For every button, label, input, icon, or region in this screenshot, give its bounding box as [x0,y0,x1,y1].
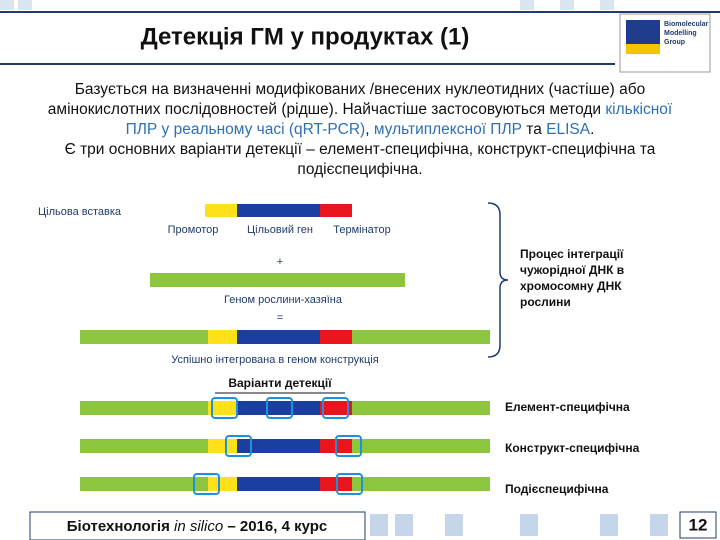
target-gene [237,401,320,415]
highlighted-text: ELISA [546,121,591,138]
terminator [320,330,352,344]
insert-label: Цільова вставка [38,206,122,218]
host-genome [150,273,405,287]
text-segment: , [365,121,374,138]
promoter [205,204,237,217]
host-genome [352,439,490,453]
note-line: чужорідної ДНК в [520,263,624,277]
text-segment: та [521,121,547,138]
terminator [320,401,352,415]
slide-title: Детекція ГМ у продуктах (1) [141,23,470,50]
detection-region [211,397,238,419]
result-label: Успішно інтегрована в геном конструкція [171,354,378,366]
promoter [208,401,237,415]
body-text: Базується на визначенні модифікованих /в… [40,80,680,180]
detection-region [335,435,362,457]
footer-box [29,511,366,540]
paragraph: Базується на визначенні модифікованих /в… [40,80,680,140]
detection-region [266,397,293,419]
detection-region [336,473,363,495]
variant-label: Подієспецифічна [505,482,609,496]
terminator [320,204,352,217]
element-label: Термінатор [333,224,390,236]
highlighted-text: мультиплексної ПЛР [373,121,522,138]
detection-region [225,435,252,457]
host-genome [80,477,208,491]
bottom-tiles [370,514,668,536]
variant-labels: Елемент-специфічна Конструкт-специфічна … [505,400,640,496]
highlighted-text: кількісної ПЛР у реальному часі (qRT-PCR… [125,101,673,138]
target-gene [237,204,320,217]
process-note: Процес інтеграції чужорідної ДНК в хромо… [520,247,624,309]
note-line: хромосомну ДНК [520,279,622,293]
footer-text: Біотехнологія in silico – 2016, 4 курс [67,518,328,535]
page-number: 12 [689,515,708,534]
detection-region [322,397,349,419]
element-label: Цільовий ген [247,224,313,236]
variant-label: Елемент-специфічна [505,400,630,414]
promoter [208,439,237,453]
host-genome [352,401,490,415]
note-line: Процес інтеграції [520,247,624,261]
variant-label: Конструкт-специфічна [505,441,640,455]
logo: Biomolecular Modelling Group [619,13,711,73]
text-segment: Є три основних варіанти детекції – елеме… [64,141,656,178]
target-gene [237,477,320,491]
page-box [679,511,717,539]
host-label: Геном рослини-хазяїна [224,294,343,306]
logo-text: Biomolecular [664,21,709,28]
note-line: рослини [520,295,571,309]
variants-title: Варіанти детекції [228,376,332,390]
footer-part: Біотехнологія [67,518,174,535]
detection-region [193,473,220,495]
bracket [487,202,509,358]
logo-text: Group [664,39,685,46]
element-label: Промотор [168,224,219,236]
diagram: Цільова вставка Промотор Цільовий ген Те… [38,206,391,366]
logo-text: Modelling [664,30,697,37]
target-gene [237,330,320,344]
promoter [208,477,237,491]
host-genome [80,401,208,415]
equals: = [277,312,283,324]
footer-part: in silico [174,518,223,535]
plus: + [277,256,283,268]
text-segment: . [590,121,595,138]
text-segment: Базується на визначенні модифікованих /в… [47,81,646,118]
paragraph: Є три основних варіанти детекції – елеме… [40,140,680,180]
promoter [208,330,237,344]
host-genome [352,330,490,344]
footer-part: – 2016, 4 курс [223,518,327,535]
host-genome [80,330,208,344]
target-gene [237,439,320,453]
top-tiles [0,0,614,10]
host-genome [80,439,208,453]
host-genome [352,477,490,491]
